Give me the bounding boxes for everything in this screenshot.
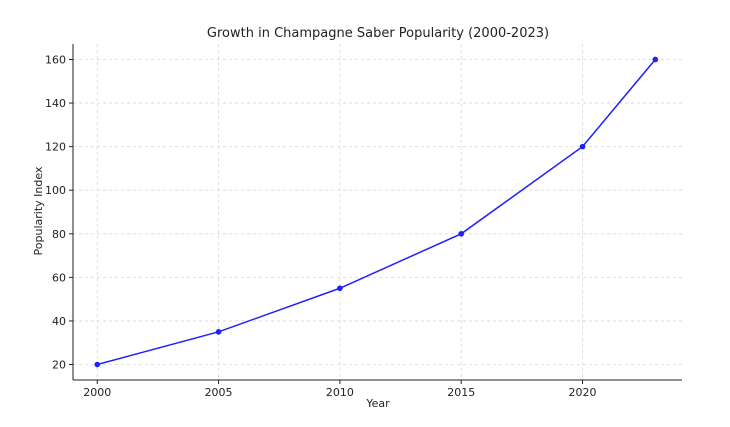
y-tick-label: 80 [52,228,66,241]
data-point [652,56,659,63]
y-tick-label: 160 [45,53,66,66]
data-point [215,329,222,335]
x-tick-label: 2010 [326,386,354,399]
y-tick-label: 120 [45,141,66,154]
data-point [94,361,101,368]
y-tick-label: 140 [45,97,66,110]
data-point [337,285,343,292]
y-tick-label: 20 [52,359,66,372]
series [94,56,659,368]
series-line-0 [97,58,656,366]
x-tick-label: 2020 [569,386,597,399]
grid [73,44,682,380]
x-axis-label: Year [365,397,390,410]
chart-title: Growth in Champagne Saber Popularity (20… [207,26,549,41]
y-tick-label: 40 [52,315,66,328]
axes [72,44,682,381]
y-tick-label: 60 [52,271,66,284]
x-tick-label: 2000 [83,386,111,399]
x-tick-label: 2005 [205,386,233,399]
x-tick-label: 2015 [447,386,475,399]
y-tick-label: 100 [45,184,66,197]
data-point [458,230,465,237]
y-axis-label: Popularity Index [32,166,45,255]
data-point [579,143,586,150]
